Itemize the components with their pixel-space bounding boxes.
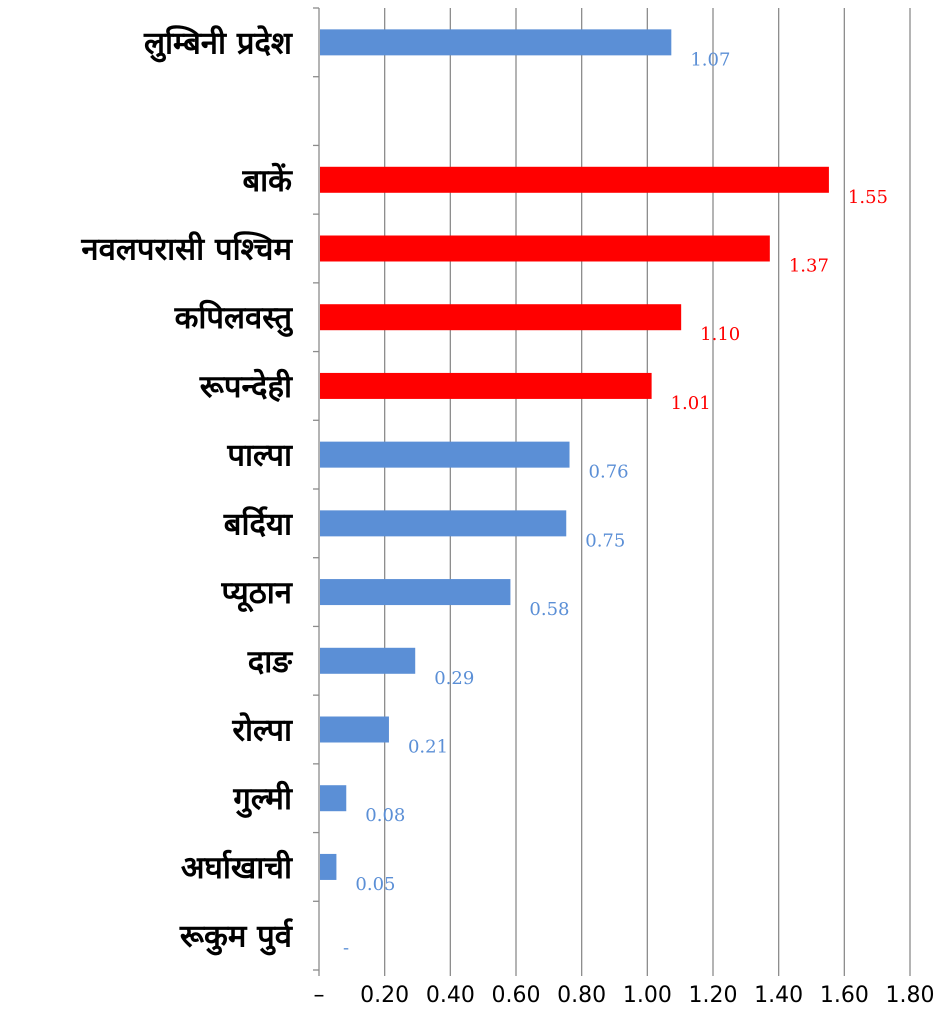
- category-label: रूपन्देही: [199, 368, 293, 405]
- bar: [320, 235, 770, 262]
- x-tick-label: –: [314, 983, 325, 1008]
- data-label: 0.05: [355, 874, 395, 895]
- bar: [320, 716, 389, 743]
- x-tick-label: 1.80: [886, 983, 934, 1008]
- data-label: 0.75: [585, 530, 625, 551]
- data-label: 1.55: [848, 187, 888, 208]
- bar: [320, 29, 672, 56]
- category-label: रोल्पा: [231, 712, 293, 749]
- category-label: दाङ: [247, 644, 293, 680]
- category-label: नवलपरासी पश्चिम: [80, 231, 293, 268]
- x-tick-label: 1.00: [623, 983, 672, 1008]
- data-label: 0.29: [434, 668, 474, 689]
- x-tick-label: 0.60: [492, 983, 541, 1008]
- x-tick-label: 1.60: [820, 983, 869, 1008]
- category-label: प्यूठान: [220, 575, 293, 613]
- x-tick-label: 0.40: [426, 983, 475, 1008]
- x-tick-label: 1.40: [754, 983, 803, 1008]
- data-label: 0.08: [365, 805, 405, 826]
- data-label: 1.37: [789, 256, 829, 277]
- gridlines: [384, 8, 911, 970]
- labels: लुम्बिनी प्रदेश 1.07 बाकें 1.55 नवलपरासी पश्…: [80, 24, 888, 958]
- data-label: 1.01: [671, 393, 711, 414]
- bar: [320, 647, 416, 674]
- data-label: 0.58: [529, 599, 569, 620]
- data-label: 0.21: [408, 737, 448, 758]
- x-tick-label: 1.20: [689, 983, 738, 1008]
- category-label: कपिलवस्तु: [174, 299, 294, 337]
- x-tick-label: 0.80: [557, 983, 606, 1008]
- category-label: बाकें: [241, 162, 293, 199]
- bar: [320, 441, 570, 468]
- data-label: 1.07: [690, 49, 730, 70]
- category-label: लुम्बिनी प्रदेश: [143, 24, 294, 62]
- bar: [320, 372, 652, 399]
- category-label: अर्घाखाची: [181, 849, 293, 886]
- category-label: रूकुम पुर्व: [179, 918, 294, 956]
- category-label: बर्दिया: [223, 505, 293, 542]
- category-label: पाल्पा: [226, 438, 293, 474]
- category-label: गुल्मी: [232, 780, 293, 818]
- bar: [320, 853, 337, 880]
- bar: [320, 304, 682, 331]
- bar: [320, 579, 511, 606]
- bar: [320, 785, 347, 812]
- data-label: -: [343, 938, 349, 959]
- bar: [320, 510, 567, 537]
- bars: [320, 29, 829, 880]
- data-label: 1.10: [700, 324, 740, 345]
- bar: [320, 166, 829, 193]
- data-label: 0.76: [589, 462, 629, 483]
- x-tick-label: 0.20: [360, 983, 409, 1008]
- axes: – 0.20 0.40 0.60 0.80 1.00 1.20 1.40 1.60 1.80: [313, 7, 934, 1008]
